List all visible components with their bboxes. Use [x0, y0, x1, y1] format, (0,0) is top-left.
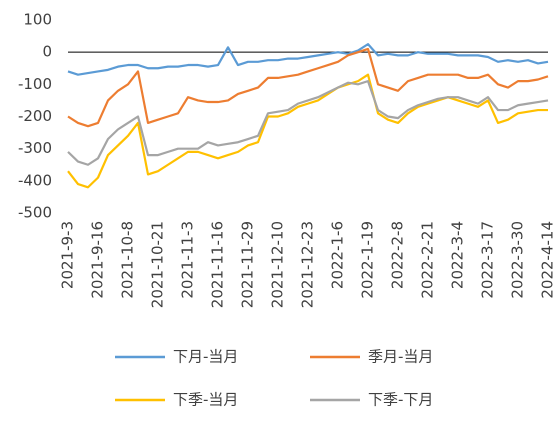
series-line	[67, 80, 549, 166]
legend-label: 下季-下月	[368, 391, 433, 409]
x-tick-label: 2022-2-8	[389, 221, 407, 289]
x-tick-label: 2022-3-17	[479, 221, 497, 299]
y-tick-label: 100	[23, 11, 52, 29]
x-tick-label: 2022-3-4	[449, 221, 467, 289]
x-tick-label: 2022-4-14	[539, 221, 557, 299]
x-tick-label: 2022-2-21	[419, 221, 437, 299]
legend-label: 季月-当月	[368, 348, 433, 366]
x-tick-label: 2021-11-16	[209, 221, 227, 308]
x-tick-label: 2021-11-3	[179, 221, 197, 299]
legend-label: 下季-当月	[173, 391, 238, 409]
y-tick-label: -500	[18, 204, 52, 222]
y-tick-label: -100	[18, 75, 52, 93]
y-tick-label: 0	[42, 43, 52, 61]
y-tick-label: -300	[18, 139, 52, 157]
series-line	[67, 47, 549, 128]
x-tick-label: 2021-10-8	[119, 221, 137, 299]
x-tick-label: 2021-11-29	[239, 221, 257, 308]
y-tick-label: -200	[18, 107, 52, 125]
x-tick-label: 2022-3-30	[509, 221, 527, 299]
x-tick-label: 2021-12-10	[269, 221, 287, 308]
legend-label: 下月-当月	[173, 348, 238, 366]
x-tick-label: 2022-1-6	[329, 221, 347, 289]
x-tick-label: 2021-9-16	[89, 221, 107, 299]
x-tick-label: 2021-10-21	[149, 221, 167, 308]
x-tick-label: 2022-1-19	[359, 221, 377, 299]
series-line	[67, 73, 548, 189]
y-tick-label: -400	[18, 171, 52, 189]
series-line	[67, 43, 549, 76]
x-tick-label: 2021-12-23	[299, 221, 317, 308]
x-tick-label: 2021-9-3	[59, 221, 77, 289]
